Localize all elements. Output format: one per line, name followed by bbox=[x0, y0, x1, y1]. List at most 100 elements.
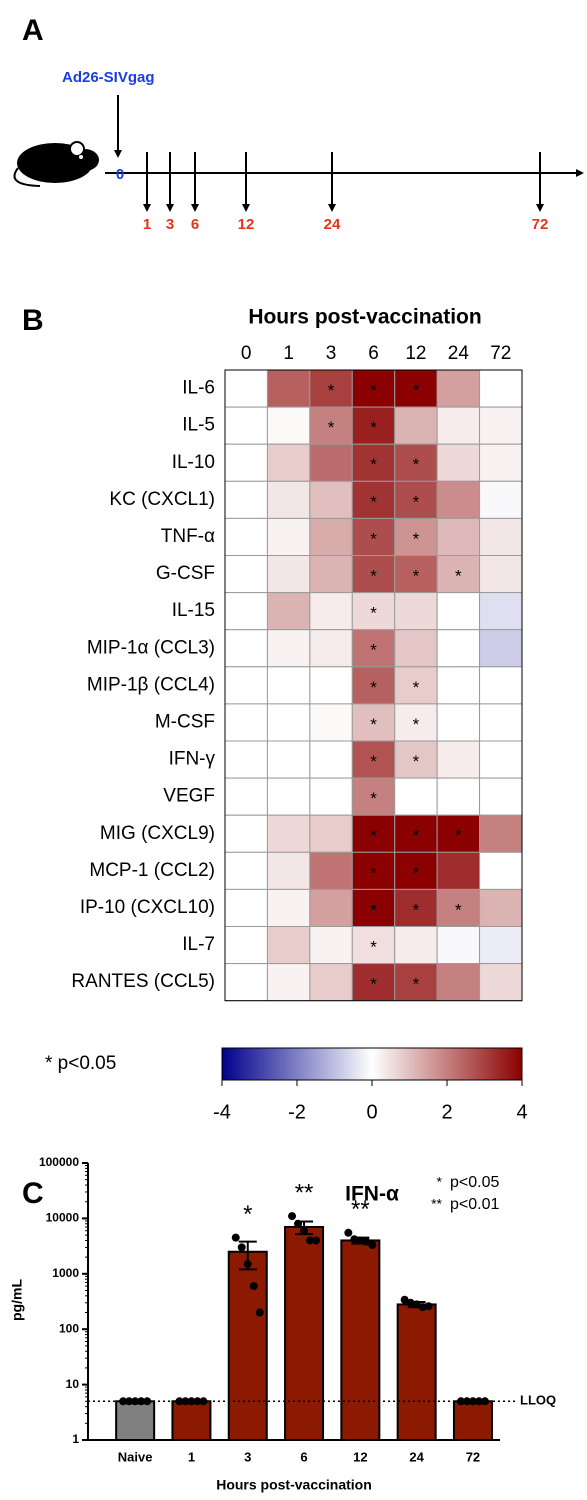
bar bbox=[116, 1401, 154, 1440]
bar bbox=[285, 1227, 323, 1440]
significance-star: * bbox=[370, 975, 377, 994]
significance-star: * bbox=[413, 752, 420, 771]
significance-note: * p<0.05 bbox=[45, 1053, 116, 1074]
row-label: G-CSF bbox=[156, 563, 215, 584]
heatmap-cell bbox=[437, 630, 479, 667]
heatmap-cell bbox=[267, 704, 309, 741]
significance-star: * bbox=[413, 975, 420, 994]
heatmap-cell bbox=[437, 667, 479, 704]
data-point bbox=[300, 1227, 308, 1235]
significance-star: * bbox=[370, 863, 377, 882]
heatmap-cell bbox=[437, 593, 479, 630]
heatmap-cell bbox=[267, 593, 309, 630]
heatmap-cell bbox=[267, 370, 309, 407]
vaccine-label: Ad26-SIVgag bbox=[62, 69, 155, 86]
row-label: MIP-1α (CCL3) bbox=[87, 637, 215, 658]
heatmap-cell bbox=[267, 741, 309, 778]
legend-symbol: ** bbox=[431, 1196, 442, 1212]
heatmap-cell bbox=[310, 704, 352, 741]
row-label: M-CSF bbox=[155, 711, 215, 732]
chart-title: Hours post-vaccination bbox=[248, 306, 481, 329]
row-label: IL-7 bbox=[182, 934, 215, 955]
legend-text: p<0.01 bbox=[450, 1196, 499, 1213]
heatmap-cell bbox=[480, 815, 522, 852]
bar bbox=[229, 1252, 267, 1440]
heatmap-cell bbox=[267, 815, 309, 852]
significance-star: * bbox=[328, 418, 335, 437]
row-label: MIG (CXCL9) bbox=[100, 823, 215, 844]
column-label: 6 bbox=[368, 343, 379, 364]
heatmap-cell bbox=[310, 852, 352, 889]
significance-star: * bbox=[370, 567, 377, 586]
start-label: 0 bbox=[116, 166, 124, 183]
heatmap-cell bbox=[267, 889, 309, 926]
heatmap-cell bbox=[310, 741, 352, 778]
heatmap-cell bbox=[267, 556, 309, 593]
heatmap-cell bbox=[225, 889, 267, 926]
colorbar-tick-label: 4 bbox=[516, 1101, 527, 1123]
heatmap-cell bbox=[310, 556, 352, 593]
heatmap-cell bbox=[437, 481, 479, 518]
heatmap-cell bbox=[225, 444, 267, 481]
heatmap-cell bbox=[267, 964, 309, 1001]
heatmap-cell bbox=[480, 704, 522, 741]
heatmap-cell bbox=[437, 704, 479, 741]
column-label: 72 bbox=[490, 343, 511, 364]
significance-star: * bbox=[413, 863, 420, 882]
heatmap-cell bbox=[480, 889, 522, 926]
significance-star: * bbox=[370, 641, 377, 660]
heatmap-cell bbox=[437, 518, 479, 555]
y-tick-label: 100000 bbox=[39, 1155, 79, 1169]
row-label: IL-5 bbox=[182, 415, 215, 436]
panel-label: A bbox=[22, 14, 44, 47]
heatmap-cell bbox=[225, 370, 267, 407]
significance-star: * bbox=[370, 715, 377, 734]
heatmap-cell bbox=[225, 630, 267, 667]
heatmap-cell bbox=[310, 630, 352, 667]
heatmap-cell bbox=[225, 704, 267, 741]
legend-text: p<0.05 bbox=[450, 1174, 499, 1191]
row-label: MCP-1 (CCL2) bbox=[89, 860, 215, 881]
significance-star: * bbox=[370, 826, 377, 845]
data-point bbox=[288, 1212, 296, 1220]
data-point bbox=[312, 1236, 320, 1244]
bar bbox=[454, 1401, 492, 1440]
significance-star: * bbox=[413, 567, 420, 586]
heatmap-cell bbox=[395, 927, 437, 964]
reference-label: LLOQ bbox=[520, 1393, 556, 1408]
y-tick-label: 1 bbox=[72, 1432, 79, 1446]
significance-star: * bbox=[455, 826, 462, 845]
heatmap-cell bbox=[267, 518, 309, 555]
heatmap-cell bbox=[480, 481, 522, 518]
colorbar bbox=[222, 1048, 522, 1080]
x-tick-label: 1 bbox=[188, 1449, 195, 1464]
heatmap-cell bbox=[310, 815, 352, 852]
heatmap-cell bbox=[395, 593, 437, 630]
heatmap-cell bbox=[267, 407, 309, 444]
bar bbox=[172, 1401, 210, 1440]
column-label: 0 bbox=[241, 343, 252, 364]
heatmap-cell bbox=[225, 481, 267, 518]
y-tick-label: 1000 bbox=[52, 1266, 79, 1280]
heatmap-cell bbox=[480, 593, 522, 630]
significance-label: ** bbox=[295, 1179, 314, 1206]
heatmap-cell bbox=[310, 444, 352, 481]
significance-star: * bbox=[413, 678, 420, 697]
data-point bbox=[244, 1260, 252, 1268]
data-point bbox=[256, 1309, 264, 1317]
significance-star: * bbox=[413, 900, 420, 919]
significance-star: * bbox=[370, 752, 377, 771]
data-point bbox=[238, 1243, 246, 1251]
heatmap-cell bbox=[480, 370, 522, 407]
row-label: RANTES (CCL5) bbox=[71, 971, 215, 992]
bar bbox=[341, 1240, 379, 1440]
timepoint-label: 12 bbox=[238, 216, 255, 233]
heatmap-cell bbox=[437, 964, 479, 1001]
y-tick-label: 10 bbox=[66, 1377, 80, 1391]
significance-star: * bbox=[370, 529, 377, 548]
significance-star: * bbox=[370, 455, 377, 474]
heatmap-cell bbox=[437, 852, 479, 889]
heatmap-cell bbox=[225, 927, 267, 964]
significance-star: * bbox=[370, 381, 377, 400]
heatmap-cell bbox=[395, 630, 437, 667]
